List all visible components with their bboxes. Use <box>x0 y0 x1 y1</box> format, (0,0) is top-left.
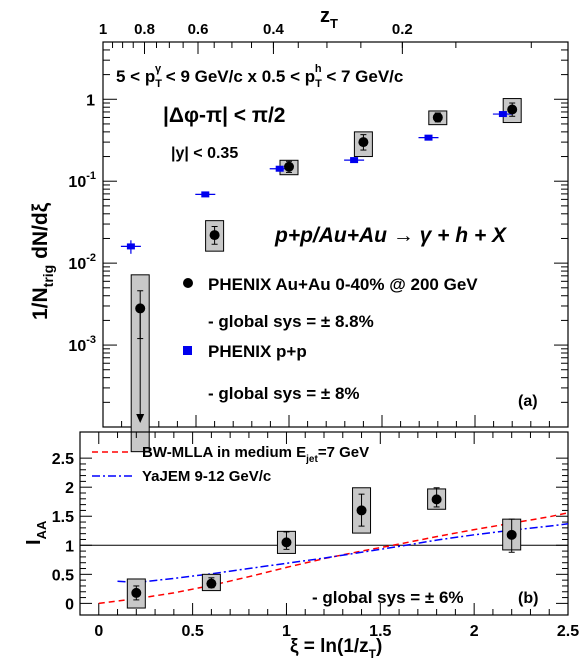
legend-label-auau: PHENIX Au+Au 0-40% @ 200 GeV <box>208 275 478 294</box>
panel-a-frame <box>102 41 569 428</box>
marker-auau <box>358 137 369 148</box>
marker-pp <box>424 134 433 141</box>
marker-iaa <box>206 578 217 589</box>
panel-b-tick-labels: 0 0.5 1 1.5 2 2.5 0 0.5 1 1.5 2 2.5 <box>52 451 579 640</box>
marker-auau <box>284 161 294 172</box>
panel-b-markers <box>131 494 517 598</box>
upper-limit-arrow-head <box>136 414 145 423</box>
y-tick-label-a: 10-1 <box>68 170 96 191</box>
panel-a-markers <box>126 104 518 314</box>
legend-label-pp: PHENIX p+p <box>208 342 307 361</box>
x-tick-label-b: 2 <box>470 623 479 640</box>
kinematic-cuts-label: 5 < pTγ < 9 GeV/c x 0.5 < pTh < 7 GeV/c <box>116 63 403 90</box>
top-tick-label: 0.2 <box>392 21 413 38</box>
panel-label-a: (a) <box>518 393 538 410</box>
marker-auau <box>507 104 518 115</box>
global-sys-label-b: - global sys = ± 6% <box>312 588 464 607</box>
marker-pp <box>498 111 507 118</box>
legend-sys-pp: - global sys = ± 8% <box>208 384 360 403</box>
marker-iaa <box>131 587 142 598</box>
x-tick-label-b: 0 <box>94 623 103 640</box>
marker-iaa <box>356 505 367 516</box>
x-tick-label-b: 1 <box>282 623 291 640</box>
panel-a: 10-3 10-2 10-1 1 1 0.8 0.6 0.4 0.2 zT 1/Ntrig dN… <box>29 5 569 453</box>
y-tick-label-a: 1 <box>86 92 95 109</box>
rapidity-cut-label: |y| < 0.35 <box>171 145 238 162</box>
y-tick-label-a: 10-2 <box>68 252 96 273</box>
y-tick-label-b: 1.5 <box>52 509 74 526</box>
legend-label-bw-mlla: BW-MLLA in medium Ejet=7 GeV <box>142 444 369 465</box>
x-tick-label-b: 2.5 <box>557 623 579 640</box>
legend-marker-pp <box>183 346 192 355</box>
marker-pp <box>201 191 210 198</box>
y-tick-label-b: 1 <box>65 538 74 555</box>
top-tick-label: 0.8 <box>134 21 155 38</box>
top-tick-label: 1 <box>99 21 107 38</box>
marker-pp <box>350 157 359 164</box>
y-tick-label-b: 2 <box>65 480 74 497</box>
y-tick-label-b: 0.5 <box>52 567 74 584</box>
marker-iaa <box>431 494 442 505</box>
marker-pp <box>126 243 135 250</box>
marker-pp <box>275 165 284 172</box>
panel-a-tick-labels: 10-3 10-2 10-1 1 1 0.8 0.6 0.4 0.2 <box>68 21 412 355</box>
legend-a: PHENIX Au+Au 0-40% @ 200 GeV - global sy… <box>183 275 478 403</box>
legend-sys-auau: - global sys = ± 8.8% <box>208 312 374 331</box>
marker-auau <box>209 230 220 241</box>
y-axis-title-a: 1/Ntrig dN/dξ <box>29 202 56 320</box>
marker-auau <box>432 112 443 123</box>
y-tick-label-b: 2.5 <box>52 451 74 468</box>
panel-b-ticks <box>79 432 569 615</box>
y-axis-title-b: IAA <box>23 520 49 545</box>
y-tick-label-b: 0 <box>65 596 74 613</box>
dphi-cut-label: |Δφ-π| < π/2 <box>163 104 285 127</box>
legend-b: BW-MLLA in medium Ejet=7 GeV YaJEM 9-12 … <box>92 444 369 485</box>
x-tick-label-b: 1.5 <box>369 623 391 640</box>
top-tick-label: 0.4 <box>263 21 285 38</box>
top-axis-title: zT <box>320 5 338 31</box>
process-label: p+p/Au+Au → γ + h + X <box>274 224 508 247</box>
marker-iaa <box>506 529 517 540</box>
panel-b: 0 0.5 1 1.5 2 2.5 0 0.5 1 1.5 2 2.5 IAA ξ = ln(1/zT… <box>23 431 579 661</box>
panel-a-ticks <box>102 41 569 428</box>
y-tick-label-a: 10-3 <box>68 334 96 355</box>
x-tick-label-b: 0.5 <box>181 623 203 640</box>
panel-label-b: (b) <box>518 590 538 607</box>
marker-iaa <box>281 537 292 548</box>
top-tick-label: 0.6 <box>188 21 209 38</box>
legend-label-yajem: YaJEM 9-12 GeV/c <box>142 468 271 485</box>
legend-marker-auau <box>183 278 193 288</box>
marker-auau <box>135 303 146 314</box>
x-axis-title: ξ = ln(1/zT) <box>290 636 382 661</box>
